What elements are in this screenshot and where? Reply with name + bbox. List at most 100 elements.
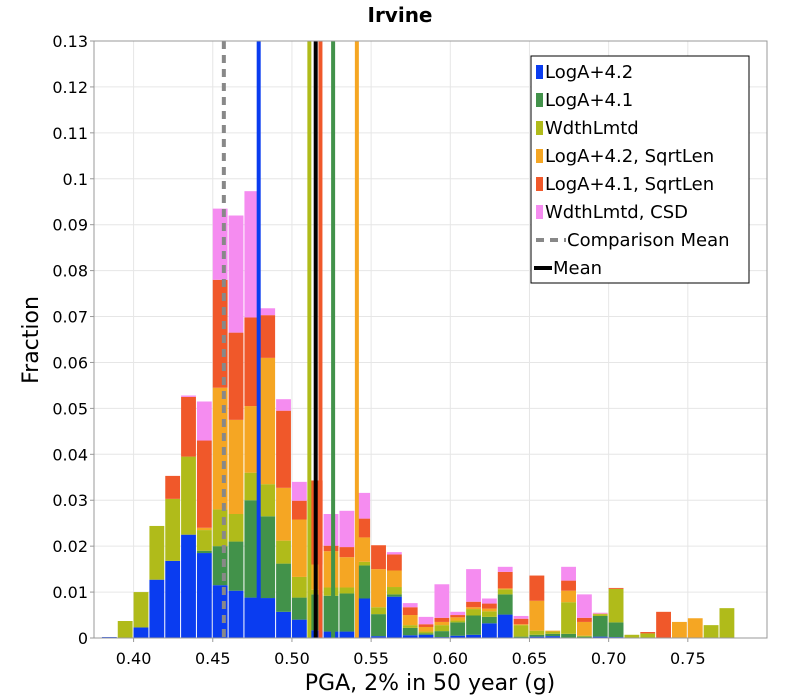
bar-segment [561,633,576,638]
bar-segment [561,602,576,634]
bar-segment [608,588,624,623]
bar-segment [545,630,561,632]
bar-segment [497,614,513,638]
bar-segment [291,619,307,638]
bar-segment [656,611,671,638]
bar-segment [450,611,466,616]
bar-segment [450,635,466,638]
legend-swatch [536,205,543,219]
bar-segment [386,596,402,638]
y-tick-label: 0.02 [52,537,88,556]
bar-segment [260,315,276,358]
bar-segment [418,624,434,627]
bar-segment [481,598,497,604]
bar-segment [212,279,228,388]
legend-label: Mean [553,258,602,279]
y-tick-label: 0.04 [52,445,88,464]
y-tick-label: 0.12 [52,78,88,97]
bar-segment [434,625,450,632]
bar-segment [323,631,339,638]
bar-segment [402,627,418,636]
x-tick-label: 0.40 [116,649,152,668]
x-tick-label: 0.60 [432,649,468,668]
x-tick-label: 0.75 [670,649,706,668]
y-tick-label: 0.07 [52,308,88,327]
bar-segment [481,623,497,638]
bar-segment [640,633,656,638]
bar-segment [466,634,481,638]
bar-segment [418,631,434,634]
bar-segment [196,530,212,551]
bar-segment [497,589,513,595]
bar-segment [276,540,291,564]
mean-lines [221,41,359,638]
bar-segment [466,615,481,635]
bar-segment [561,566,576,581]
y-tick-label: 0.05 [52,399,88,418]
bar-segment [244,317,260,407]
bar-segment [402,603,418,608]
chart-title: Irvine [368,3,433,27]
bar-segment [244,191,260,318]
bar-segment [181,456,196,535]
bar-segment [117,621,133,638]
bar-segment [323,514,339,546]
bar-segment [371,545,386,570]
bar-segment [196,440,212,528]
bar-segment [291,597,307,620]
bar-segment [165,498,181,561]
bar-segment [529,575,545,601]
bar-segment [323,551,339,588]
legend-swatch [536,177,543,191]
bar-segment [545,631,561,634]
bar-segment [640,632,656,634]
bar-segment [497,594,513,615]
bar-segment [466,601,481,608]
x-axis-ticks: 0.40 0.45 0.50 0.55 0.60 0.65 0.70 0.75 [116,638,706,668]
bar-segment [228,332,244,420]
y-axis-label: Fraction [19,296,44,384]
bar-segment [291,519,307,577]
bar-segment [291,576,307,598]
bar-segment [355,492,371,519]
bar-segment [624,634,640,638]
bar-segment [466,609,481,616]
bar-segment [671,621,687,638]
bar-segment [450,615,466,618]
legend: LogA+4.2 LogA+4.1 WdthLmtd LogA+4.2, SqrtLe… [530,55,750,284]
bar-segment [260,308,276,316]
bar-segment [434,617,450,622]
bar-segment [529,634,545,637]
bar-segment [513,615,529,619]
bar-segment [276,410,291,488]
bar-segment [497,571,513,589]
y-tick-label: 0.08 [52,262,88,281]
y-axis-ticks: 0 0.01 0.02 0.03 0.04 0.05 0.06 0.07 0.08 0.09 0.1… [52,32,94,648]
bar-segment [576,635,592,637]
legend-label: Comparison Mean [567,230,730,251]
bar-segment [181,395,196,397]
bar-segment [355,598,371,638]
bar-segment [450,617,466,621]
legend-swatch [536,121,543,135]
legend-label: LogA+4.1, SqrtLen [545,174,714,195]
bar-segment [434,631,450,638]
bar-segment [608,587,624,589]
bar-segment [355,565,371,599]
bar-segment [529,636,545,638]
bar-segment [386,552,402,555]
plot-frame [93,40,768,639]
bar-segment [339,510,355,548]
bar-segment [386,587,402,595]
bar-segment [371,636,386,638]
y-tick-label: 0.1 [63,170,88,189]
bar-segment [687,618,703,638]
bar-segment [386,554,402,571]
bar-segment [244,597,260,638]
bar-segment [561,580,576,591]
bar-segment [355,537,371,562]
bar-segment [133,627,149,638]
bar-segment [149,525,165,580]
bar-segment [339,593,355,632]
bar-segment [181,534,196,638]
